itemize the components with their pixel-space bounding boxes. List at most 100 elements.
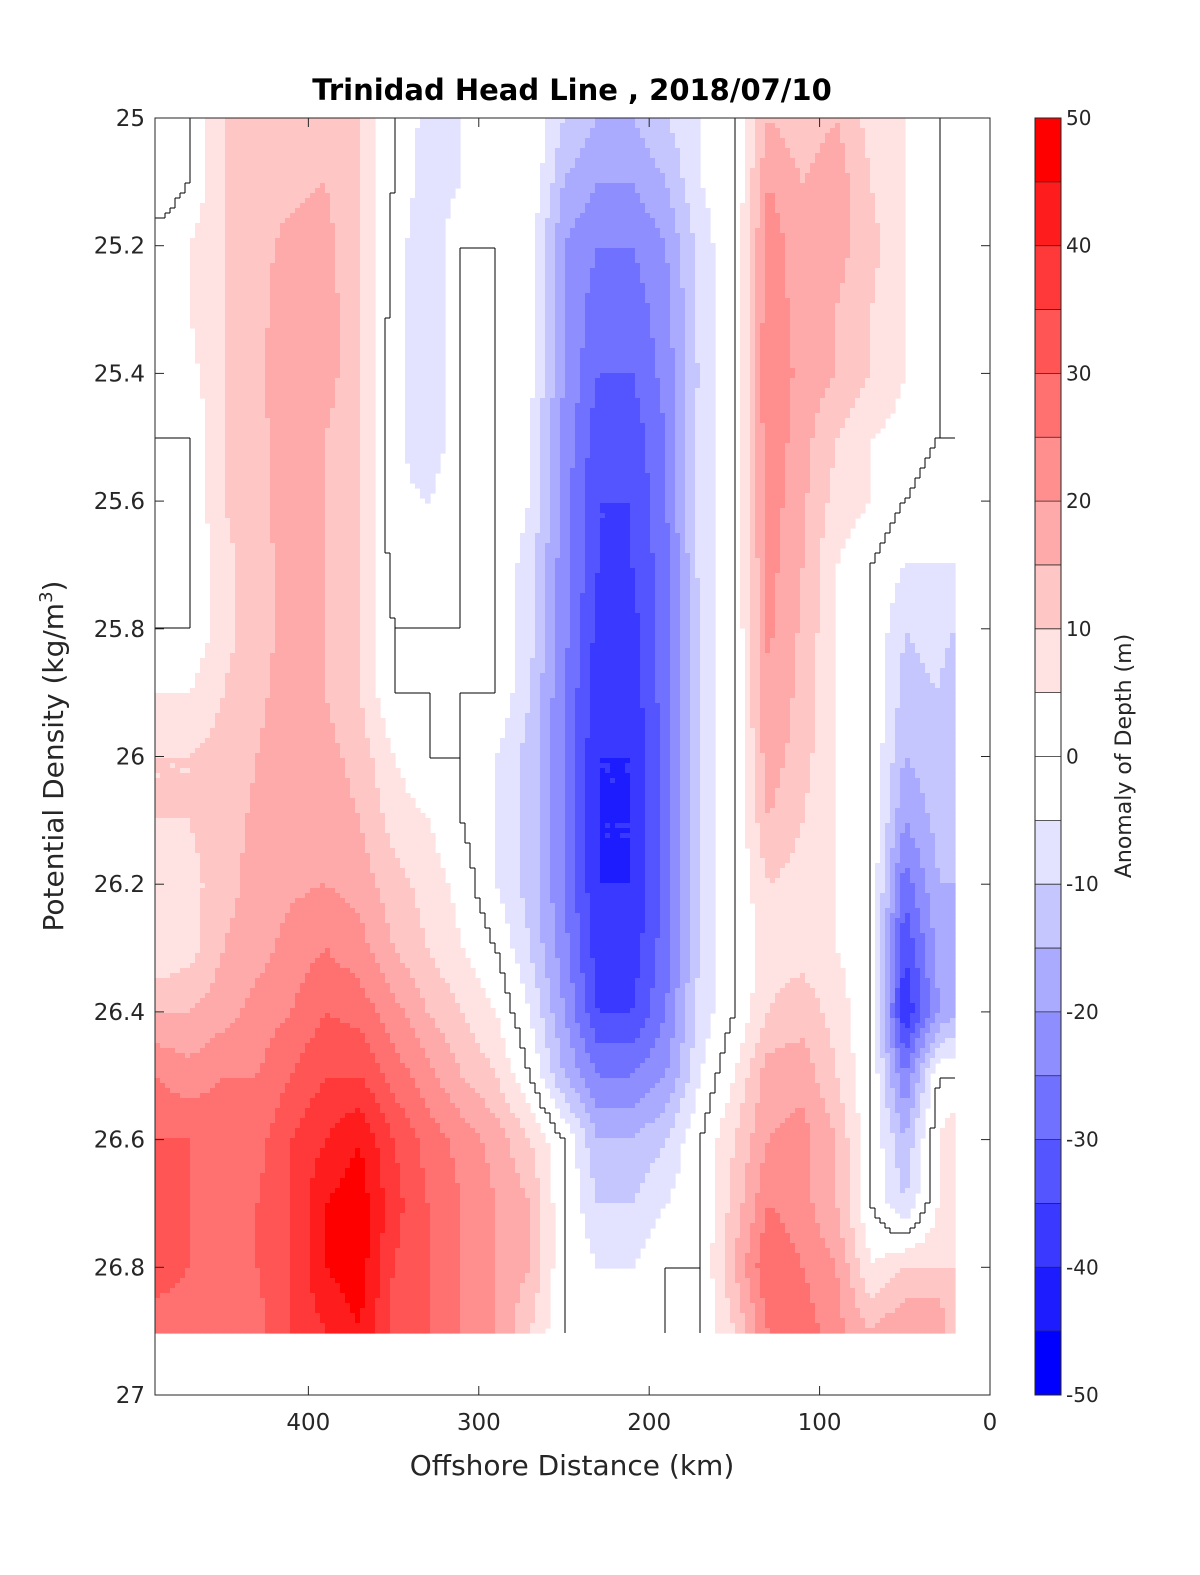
- contour-cell: [550, 148, 556, 154]
- contour-cell: [545, 173, 551, 179]
- contour-cell: [235, 118, 241, 124]
- contour-cell: [245, 138, 251, 144]
- contour-cell: [215, 158, 221, 164]
- contour-cell: [815, 173, 821, 179]
- contour-cell: [675, 173, 681, 179]
- contour-cell: [445, 148, 451, 154]
- contour-cell: [660, 178, 666, 184]
- contour-cell: [240, 138, 246, 144]
- contour-cell: [215, 148, 221, 154]
- contour-cell: [695, 168, 701, 174]
- contour-cell: [275, 133, 281, 139]
- contour-cell: [775, 153, 781, 159]
- contour-cell: [645, 163, 651, 169]
- contour-cell: [875, 118, 881, 124]
- contour-cell: [620, 118, 626, 124]
- contour-cell: [240, 118, 246, 124]
- contour-cell: [545, 138, 551, 144]
- contour-cell: [770, 138, 776, 144]
- contour-cell: [630, 153, 636, 159]
- contour-cell: [615, 178, 621, 184]
- contour-cell: [900, 133, 906, 139]
- contour-cell: [555, 173, 561, 179]
- contour-cell: [545, 153, 551, 159]
- contour-cell: [660, 123, 666, 129]
- contour-cell: [435, 148, 441, 154]
- contour-cell: [900, 158, 906, 164]
- contour-cell: [760, 133, 766, 139]
- contour-cell: [270, 158, 276, 164]
- contour-cell: [240, 168, 246, 174]
- contour-cell: [415, 163, 421, 169]
- contour-cell: [245, 178, 251, 184]
- contour-cell: [370, 168, 376, 174]
- contour-cell: [615, 173, 621, 179]
- contour-cell: [820, 178, 826, 184]
- contour-cell: [800, 173, 806, 179]
- contour-cell: [575, 128, 581, 134]
- contour-cell: [795, 163, 801, 169]
- contour-cell: [565, 138, 571, 144]
- contour-cell: [765, 128, 771, 134]
- contour-cell: [235, 133, 241, 139]
- contour-cell: [345, 143, 351, 149]
- contour-cell: [755, 138, 761, 144]
- contour-cell: [560, 133, 566, 139]
- contour-cell: [275, 123, 281, 129]
- contour-cell: [655, 163, 661, 169]
- contour-cell: [250, 148, 256, 154]
- contour-cell: [855, 118, 861, 124]
- contour-cell: [230, 183, 236, 189]
- contour-cell: [790, 123, 796, 129]
- contour-cell: [850, 163, 856, 169]
- contour-cell: [680, 118, 686, 124]
- contour-cell: [855, 178, 861, 184]
- contour-cell: [865, 143, 871, 149]
- contour-cell: [885, 138, 891, 144]
- contour-cell: [780, 178, 786, 184]
- contour-cell: [355, 118, 361, 124]
- contour-cell: [275, 168, 281, 174]
- contour-cell: [610, 163, 616, 169]
- contour-cell: [680, 158, 686, 164]
- contour-cell: [355, 173, 361, 179]
- contour-cell: [370, 148, 376, 154]
- contour-cell: [760, 118, 766, 124]
- contour-cell: [365, 168, 371, 174]
- contour-cell: [575, 163, 581, 169]
- contour-cell: [350, 173, 356, 179]
- contour-cell: [875, 173, 881, 179]
- contour-cell: [680, 153, 686, 159]
- contour-cell: [235, 123, 241, 129]
- contour-cell: [820, 133, 826, 139]
- contour-cell: [630, 148, 636, 154]
- contour-cell: [695, 143, 701, 149]
- contour-cell: [605, 163, 611, 169]
- contour-cell: [325, 123, 331, 129]
- contour-cell: [345, 168, 351, 174]
- contour-cell: [610, 158, 616, 164]
- contour-cell: [825, 123, 831, 129]
- contour-cell: [450, 133, 456, 139]
- contour-cell: [790, 173, 796, 179]
- contour-cell: [300, 153, 306, 159]
- contour-cell: [370, 138, 376, 144]
- contour-cell: [890, 158, 896, 164]
- contour-cell: [850, 123, 856, 129]
- contour-cell: [665, 153, 671, 159]
- contour-cell: [565, 163, 571, 169]
- contour-cell: [340, 173, 346, 179]
- contour-cell: [855, 168, 861, 174]
- contour-cell: [665, 158, 671, 164]
- contour-cell: [360, 148, 366, 154]
- contour-cell: [260, 133, 266, 139]
- contour-cell: [855, 148, 861, 154]
- contour-cell: [445, 163, 451, 169]
- contour-cell: [425, 118, 431, 124]
- contour-cell: [435, 123, 441, 129]
- contour-cell: [745, 138, 751, 144]
- contour-cell: [420, 118, 426, 124]
- contour-cell: [805, 133, 811, 139]
- contour-cell: [775, 168, 781, 174]
- contour-cell: [870, 158, 876, 164]
